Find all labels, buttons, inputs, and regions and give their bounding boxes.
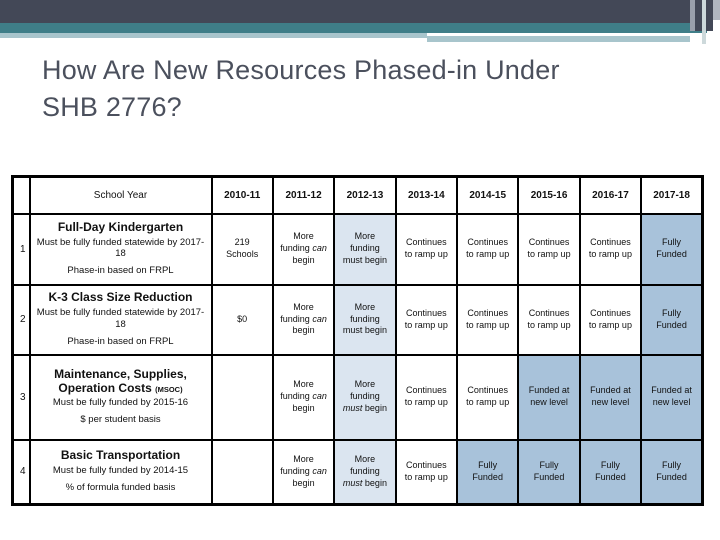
year-cell: Fully Funded [517, 438, 581, 506]
slide-title-line1: How Are New Resources Phased-in Under [42, 55, 560, 85]
column-header-year: 2017-18 [640, 175, 704, 215]
program-cell: K-3 Class Size Reduction Must be fully fu… [28, 283, 213, 356]
column-header-year: 2016-17 [578, 175, 643, 215]
accent-band-left [0, 33, 427, 38]
year-cell: Funded at new level [517, 353, 581, 441]
year-cell: Funded at new level [578, 353, 643, 441]
program-requirement: Must be fully funded by 2014-15 [52, 465, 189, 477]
year-cell: More funding must begin [333, 283, 397, 356]
program-basis: Phase-in based on FRPL [67, 265, 174, 277]
year-cell: More funding must begin [333, 353, 397, 441]
program-basis: % of formula funded basis [65, 482, 176, 494]
year-cell: Continues to ramp up [517, 212, 581, 286]
year-cell: More funding can begin [271, 438, 336, 506]
phase-in-table: School Year 2010-11 2011-12 2012-13 2013-14 2… [11, 175, 704, 506]
row-number: 2 [11, 283, 31, 356]
year-cell: Fully Funded [640, 438, 704, 506]
year-cell: Continues to ramp up [578, 212, 643, 286]
program-cell: Maintenance, Supplies, Operation Costs (… [28, 353, 213, 441]
table-row: 3 Maintenance, Supplies, Operation Costs … [11, 353, 704, 441]
accent-band-right [427, 36, 690, 42]
program-basis: $ per student basis [80, 414, 161, 426]
column-header-school-year: School Year [28, 175, 213, 215]
year-cell: More funding can begin [271, 353, 336, 441]
row-number: 4 [11, 438, 31, 506]
table-row: 4 Basic Transportation Must be fully funde… [11, 438, 704, 506]
year-cell: More funding can begin [271, 283, 336, 356]
year-cell: Funded at new level [640, 353, 704, 441]
column-header-year: 2013-14 [394, 175, 459, 215]
year-cell: Fully Funded [640, 212, 704, 286]
year-cell: Continues to ramp up [578, 283, 643, 356]
corner-stripe-1 [690, 0, 695, 31]
program-title: Basic Transportation [60, 448, 181, 463]
column-header-blank [11, 175, 31, 215]
program-title: Full-Day Kindergarten [57, 219, 184, 234]
program-cell: Full-Day Kindergarten Must be fully funde… [28, 212, 213, 286]
program-cell: Basic Transportation Must be fully funded… [28, 438, 213, 506]
corner-stripe-5 [713, 0, 720, 20]
header-bar [0, 0, 690, 23]
year-cell: Continues to ramp up [394, 212, 459, 286]
program-title-note: (MSOC) [155, 384, 183, 394]
year-cell: $0 [210, 283, 274, 356]
column-header-year: 2014-15 [455, 175, 520, 215]
row-number: 3 [11, 353, 31, 441]
year-cell: Continues to ramp up [394, 353, 459, 441]
row-number: 1 [11, 212, 31, 286]
year-cell: 219 Schools [210, 212, 274, 286]
year-cell: Continues to ramp up [455, 212, 520, 286]
corner-stripe-3 [702, 0, 706, 44]
program-title: K-3 Class Size Reduction [48, 290, 193, 305]
program-requirement: Must be fully funded by 2015-16 [52, 397, 189, 409]
table-row: 1 Full-Day Kindergarten Must be fully fund… [11, 212, 704, 286]
corner-stripe-4 [706, 0, 713, 31]
corner-stripe-2 [695, 0, 702, 31]
year-cell: Continues to ramp up [394, 438, 459, 506]
year-cell [210, 438, 274, 506]
year-cell: Continues to ramp up [455, 353, 520, 441]
column-header-year: 2012-13 [333, 175, 397, 215]
table-row: 2 K-3 Class Size Reduction Must be fully f… [11, 283, 704, 356]
program-requirement: Must be fully funded statewide by 2017-1… [36, 236, 205, 260]
year-cell: Fully Funded [578, 438, 643, 506]
accent-bar-teal [0, 23, 707, 33]
slide-title: How Are New Resources Phased-in Under SH… [42, 52, 560, 126]
program-basis: Phase-in based on FRPL [67, 335, 174, 347]
year-cell: More funding must begin [333, 438, 397, 506]
slide-title-line2: SHB 2776? [42, 92, 182, 122]
program-title: Maintenance, Supplies, Operation Costs (… [54, 366, 187, 395]
year-cell: Fully Funded [640, 283, 704, 356]
year-cell: More funding can begin [271, 212, 336, 286]
column-header-year: 2010-11 [210, 175, 274, 215]
year-cell [210, 353, 274, 441]
table-header-row: School Year 2010-11 2011-12 2012-13 2013-14 2… [11, 175, 704, 215]
year-cell: More funding must begin [333, 212, 397, 286]
program-requirement: Must be fully funded statewide by 2017-1… [36, 307, 205, 330]
year-cell: Continues to ramp up [517, 283, 581, 356]
year-cell: Continues to ramp up [455, 283, 520, 356]
year-cell: Continues to ramp up [394, 283, 459, 356]
column-header-year: 2015-16 [517, 175, 581, 215]
year-cell: Fully Funded [455, 438, 520, 506]
column-header-year: 2011-12 [271, 175, 336, 215]
